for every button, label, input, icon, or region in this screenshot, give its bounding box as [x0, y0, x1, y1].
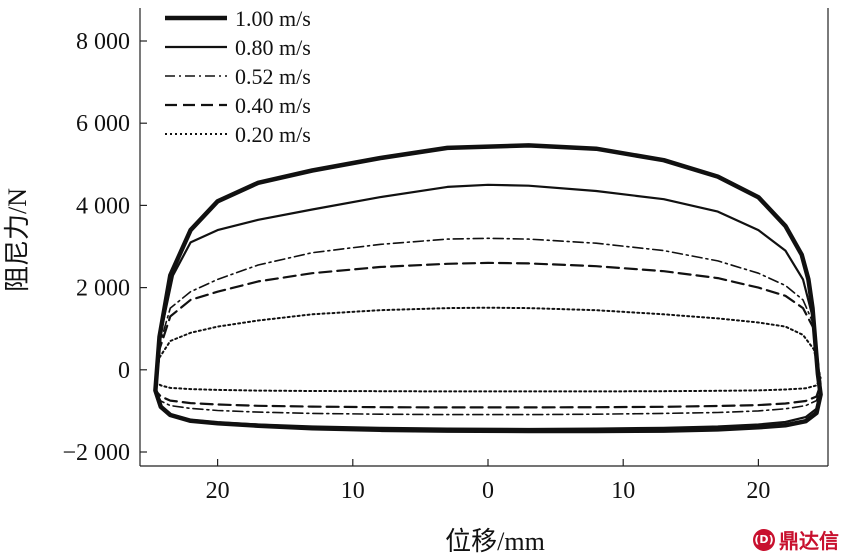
y-tick-label: 0 — [118, 358, 130, 384]
legend-label-3: 0.40 m/s — [235, 93, 311, 118]
legend-label-4: 0.20 m/s — [235, 122, 311, 147]
y-tick-label: 4 000 — [76, 193, 130, 219]
x-axis-title: 位移/mm — [445, 527, 545, 556]
y-axis-title: 阻尼力/N — [3, 188, 32, 292]
x-tick-label: 20 — [206, 478, 230, 504]
x-tick-label: 10 — [341, 478, 365, 504]
series-line-3 — [154, 261, 822, 409]
x-tick-label: 10 — [611, 478, 635, 504]
legend-label-1: 0.80 m/s — [235, 35, 311, 60]
legend-label-2: 0.52 m/s — [235, 64, 311, 89]
x-tick-label: 0 — [482, 478, 494, 504]
watermark: (D) 鼎达信 — [753, 525, 839, 554]
y-tick-label: 6 000 — [76, 111, 130, 137]
series-line-2 — [154, 237, 822, 416]
y-tick-label: −2 000 — [62, 440, 130, 466]
y-tick-label: 2 000 — [76, 276, 130, 302]
watermark-logo-icon: (D) — [753, 528, 775, 551]
series-line-4 — [154, 306, 822, 393]
series-layer — [153, 143, 823, 434]
y-tick-label: 8 000 — [76, 29, 130, 55]
x-tick-label: 20 — [746, 478, 770, 504]
plot-frame — [139, 8, 829, 467]
y-ticks: −2 000 0 2 000 4 000 6 000 8 000 — [62, 29, 147, 466]
x-ticks: 20 10 0 10 20 — [206, 459, 770, 504]
series-line-0 — [153, 143, 823, 434]
legend: 1.00 m/s 0.80 m/s 0.52 m/s 0.40 m/s 0.20 m/s — [165, 6, 311, 147]
legend-label-0: 1.00 m/s — [235, 6, 311, 31]
watermark-text: 鼎达信 — [779, 529, 839, 553]
